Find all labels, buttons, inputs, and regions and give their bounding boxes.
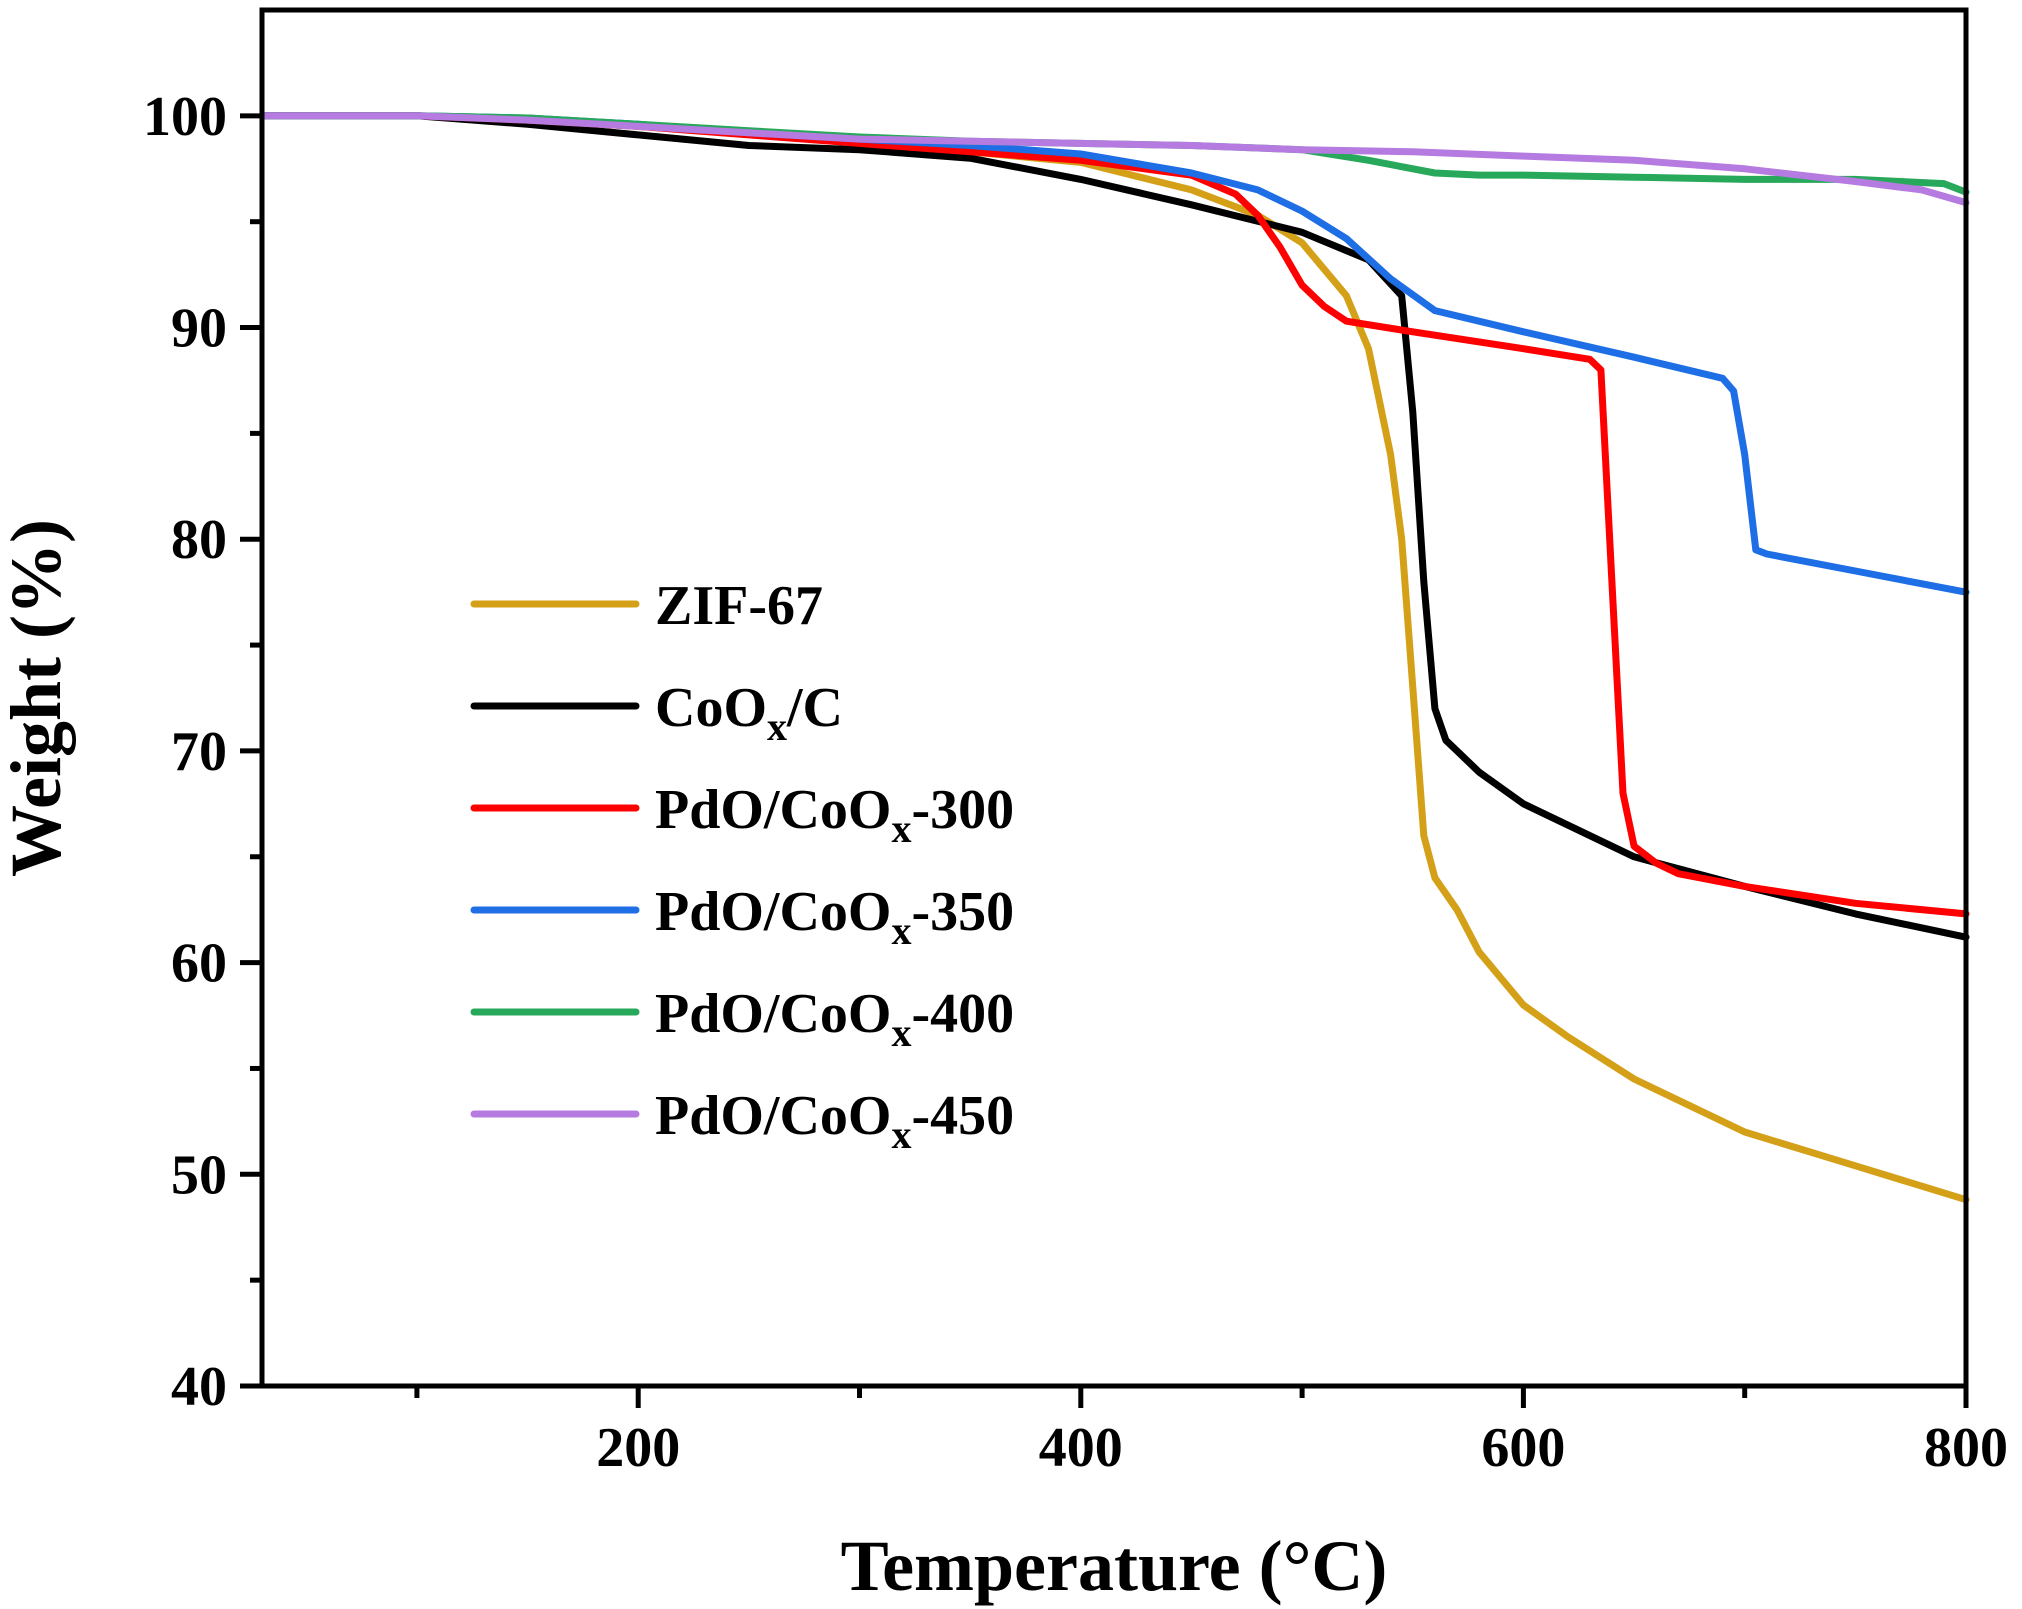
series-layer (258, 112, 1970, 1204)
legend-label-3: PdO/CoOx-350 (655, 881, 1014, 953)
legend-label-4: PdO/CoOx-400 (655, 983, 1014, 1055)
axis-ticks: 200 400 600 800 40 50 60 70 80 90 100 (143, 86, 2008, 1479)
y-tick-label: 60 (171, 933, 227, 995)
y-tick-label: 90 (171, 298, 227, 360)
legend-label-0: ZIF-67 (655, 575, 823, 637)
series-line-2 (258, 112, 1970, 918)
x-tick-label: 200 (596, 1417, 680, 1479)
y-tick-label: 40 (171, 1356, 227, 1418)
legend: ZIF-67 CoOx/C PdO/CoOx-300 PdO/CoOx-350 PdO/… (470, 575, 1014, 1157)
x-tick-label: 400 (1039, 1417, 1123, 1479)
x-tick-label: 800 (1924, 1417, 2008, 1479)
y-tick-label: 100 (143, 86, 227, 148)
x-tick-label: 600 (1481, 1417, 1565, 1479)
y-tick-label: 70 (171, 721, 227, 783)
x-axis-title: Temperature (°C) (841, 1526, 1388, 1606)
series-line-0 (258, 112, 1970, 1204)
series-line-4 (258, 112, 1970, 196)
legend-label-2: PdO/CoOx-300 (655, 779, 1014, 851)
y-tick-label: 80 (171, 509, 227, 571)
legend-label-5: PdO/CoOx-450 (655, 1085, 1014, 1157)
legend-label-1: CoOx/C (655, 677, 843, 749)
series-line-1 (258, 112, 1970, 941)
y-axis-title: Weight (%) (0, 519, 76, 877)
plot-frame (259, 7, 1969, 1389)
series-line-5 (258, 112, 1970, 207)
y-tick-label: 50 (171, 1144, 227, 1206)
